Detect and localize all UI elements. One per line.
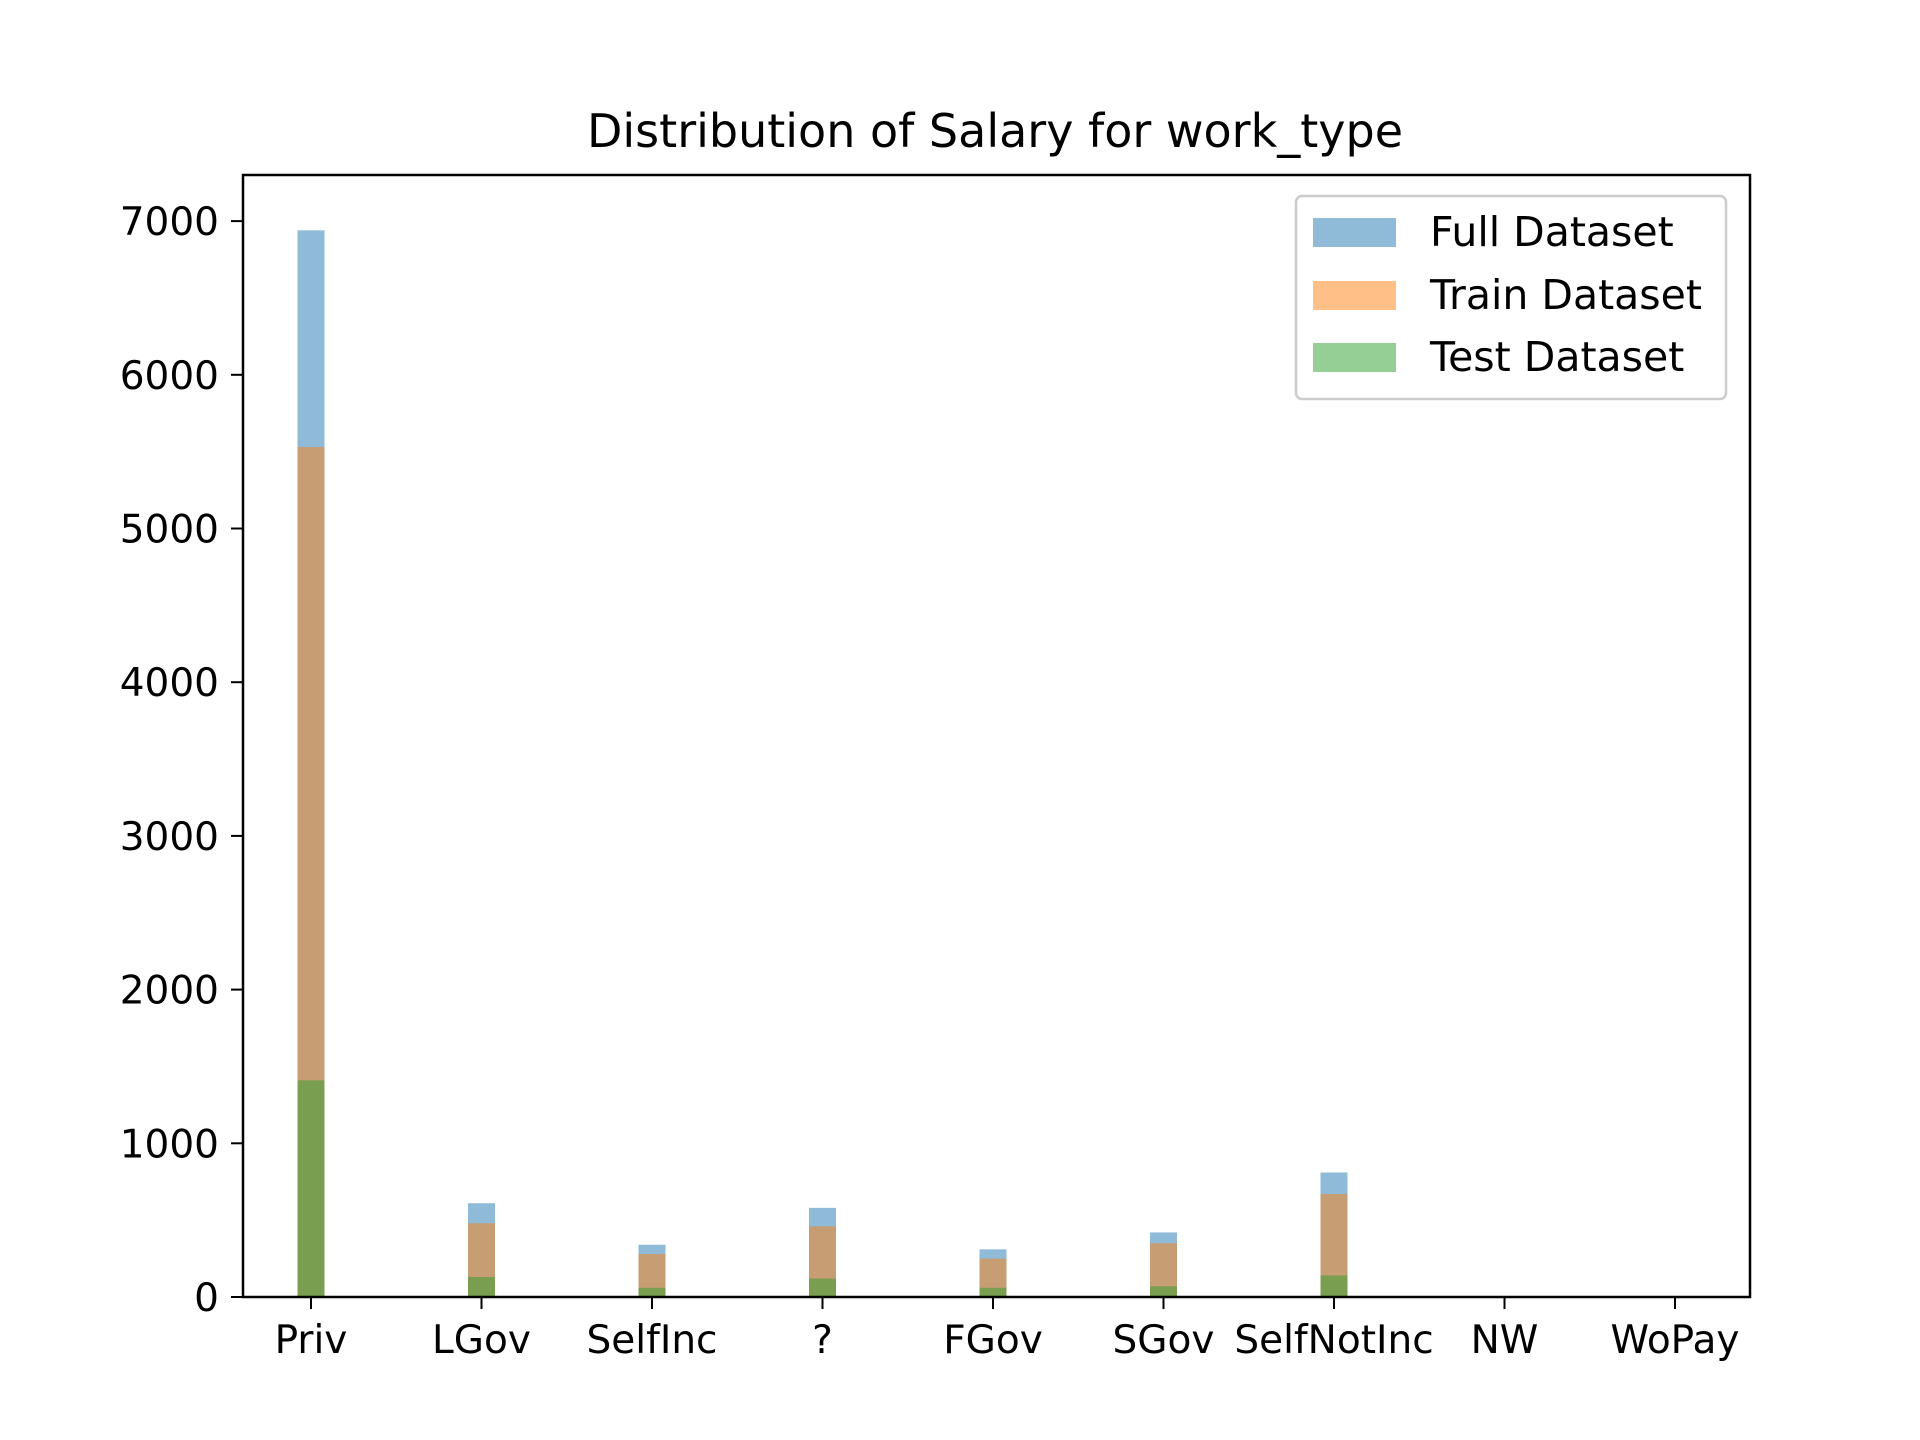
bar-test-dataset-6 xyxy=(1320,1275,1348,1297)
legend: Full Dataset Train Dataset Test Dataset xyxy=(1294,194,1728,401)
y-axis: 0 1000 2000 3000 4000 5000 6000 7000 xyxy=(120,200,243,1321)
y-tick-label: 6000 xyxy=(120,354,219,399)
legend-label-test: Test Dataset xyxy=(1429,333,1684,381)
x-tick-label: SGov xyxy=(1113,1318,1215,1363)
chart-title: Distribution of Salary for work_type xyxy=(587,104,1403,158)
x-tick-label: SelfNotInc xyxy=(1234,1318,1433,1363)
x-tick-label: Priv xyxy=(275,1318,348,1363)
x-tick-label: WoPay xyxy=(1611,1318,1740,1363)
x-tick-label: NW xyxy=(1471,1318,1539,1363)
bar-test-dataset-5 xyxy=(1150,1286,1177,1297)
y-tick-label: 4000 xyxy=(120,661,219,706)
legend-frame xyxy=(1294,194,1728,401)
legend-swatch-train xyxy=(1313,281,1396,310)
x-tick-label: ? xyxy=(812,1318,833,1363)
legend-swatch-test xyxy=(1313,343,1396,372)
bar-test-dataset-0 xyxy=(297,1080,325,1297)
y-tick-label: 0 xyxy=(194,1276,219,1321)
y-tick-label: 2000 xyxy=(120,969,219,1014)
legend-swatch-full xyxy=(1313,218,1396,247)
bars-group xyxy=(297,230,1689,1297)
x-tick-label: LGov xyxy=(432,1318,531,1363)
y-tick-label: 5000 xyxy=(120,508,219,553)
x-tick-label: FGov xyxy=(943,1318,1043,1363)
y-tick-label: 1000 xyxy=(120,1122,219,1167)
plot-frame xyxy=(241,173,1752,1299)
bar-test-dataset-2 xyxy=(638,1287,666,1297)
y-tick-label: 7000 xyxy=(120,200,219,245)
bar-test-dataset-3 xyxy=(809,1278,836,1297)
x-axis: Priv LGov SelfInc? FGov SGov SelfNotInc NW WoPa… xyxy=(275,1297,1740,1363)
y-tick-label: 3000 xyxy=(120,815,219,860)
bar-test-dataset-1 xyxy=(468,1277,495,1297)
bar-test-dataset-4 xyxy=(979,1287,1007,1297)
legend-label-train: Train Dataset xyxy=(1429,271,1702,319)
legend-label-full: Full Dataset xyxy=(1430,208,1674,256)
x-tick-label: SelfInc xyxy=(587,1318,718,1363)
